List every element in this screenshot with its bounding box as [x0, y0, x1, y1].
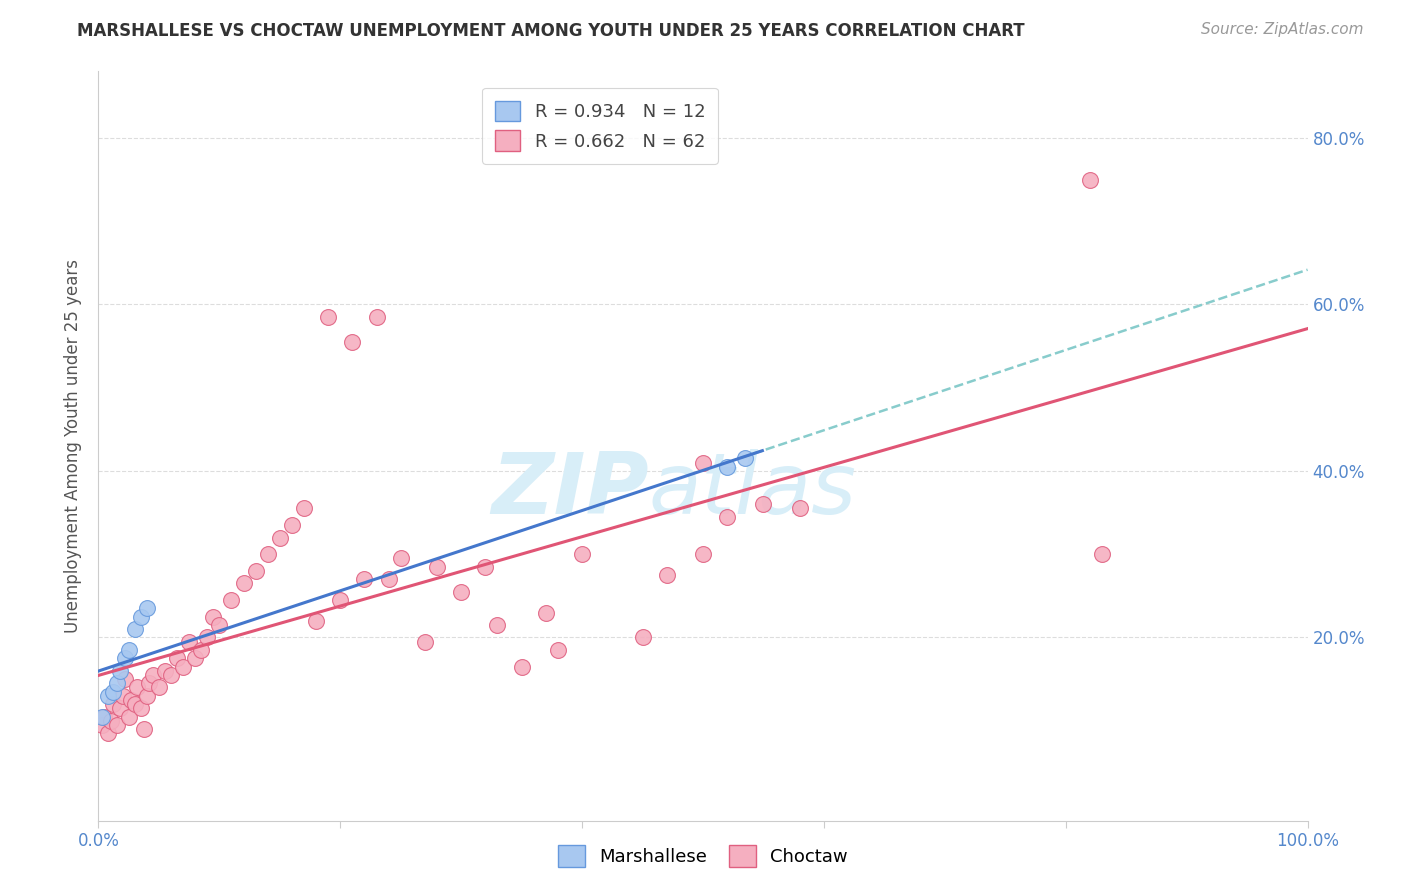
Point: [195, 631, 218, 645]
Point: [105, 676, 128, 690]
Point: [135, 689, 157, 703]
Point: [534, 606, 557, 620]
Point: [474, 559, 496, 574]
Point: [208, 618, 231, 632]
Point: [389, 551, 412, 566]
Point: [91, 709, 114, 723]
Point: [172, 659, 194, 673]
Point: [138, 676, 160, 690]
Text: Source: ZipAtlas.com: Source: ZipAtlas.com: [1201, 22, 1364, 37]
Point: [316, 310, 339, 324]
Point: [100, 714, 122, 728]
Point: [118, 709, 141, 723]
Point: [108, 701, 131, 715]
Point: [450, 584, 472, 599]
Point: [91, 718, 114, 732]
Point: [655, 568, 678, 582]
Point: [190, 643, 212, 657]
Text: MARSHALLESE VS CHOCTAW UNEMPLOYMENT AMONG YOUTH UNDER 25 YEARS CORRELATION CHART: MARSHALLESE VS CHOCTAW UNEMPLOYMENT AMON…: [77, 22, 1025, 40]
Point: [184, 651, 207, 665]
Point: [547, 643, 569, 657]
Point: [413, 634, 436, 648]
Point: [129, 609, 152, 624]
Point: [97, 726, 120, 740]
Point: [111, 689, 134, 703]
Point: [329, 593, 352, 607]
Point: [93, 709, 115, 723]
Point: [366, 310, 388, 324]
Point: [1091, 547, 1114, 561]
Point: [734, 451, 756, 466]
Point: [631, 631, 654, 645]
Point: [486, 618, 509, 632]
Point: [202, 609, 225, 624]
Point: [160, 668, 183, 682]
Point: [232, 576, 254, 591]
Point: [377, 572, 399, 586]
Point: [124, 622, 146, 636]
Point: [221, 593, 243, 607]
Point: [353, 572, 375, 586]
Point: [179, 634, 201, 648]
Point: [108, 664, 131, 678]
Point: [245, 564, 267, 578]
Legend: Marshallese, Choctaw: Marshallese, Choctaw: [551, 838, 855, 874]
Point: [692, 547, 714, 561]
Point: [148, 681, 170, 695]
Point: [134, 722, 156, 736]
Point: [118, 643, 141, 657]
Text: atlas: atlas: [648, 450, 856, 533]
Point: [292, 501, 315, 516]
Point: [692, 456, 714, 470]
Legend: R = 0.934   N = 12, R = 0.662   N = 62: R = 0.934 N = 12, R = 0.662 N = 62: [482, 88, 718, 164]
Point: [114, 651, 136, 665]
Point: [142, 668, 165, 682]
Point: [1078, 172, 1101, 186]
Point: [281, 518, 304, 533]
Point: [124, 697, 146, 711]
Point: [256, 547, 278, 561]
Point: [716, 509, 738, 524]
Y-axis label: Unemployment Among Youth under 25 years: Unemployment Among Youth under 25 years: [65, 259, 83, 633]
Text: ZIP: ZIP: [491, 450, 648, 533]
Point: [120, 693, 142, 707]
Point: [426, 559, 449, 574]
Point: [789, 501, 811, 516]
Point: [342, 334, 364, 349]
Point: [269, 531, 291, 545]
Point: [166, 651, 188, 665]
Point: [97, 689, 120, 703]
Point: [305, 614, 328, 628]
Point: [105, 718, 128, 732]
Point: [101, 697, 124, 711]
Point: [752, 497, 775, 511]
Point: [153, 664, 176, 678]
Point: [129, 701, 152, 715]
Point: [127, 681, 149, 695]
Point: [135, 601, 157, 615]
Point: [101, 684, 124, 698]
Point: [716, 459, 738, 474]
Point: [571, 547, 593, 561]
Point: [510, 659, 533, 673]
Point: [114, 672, 136, 686]
